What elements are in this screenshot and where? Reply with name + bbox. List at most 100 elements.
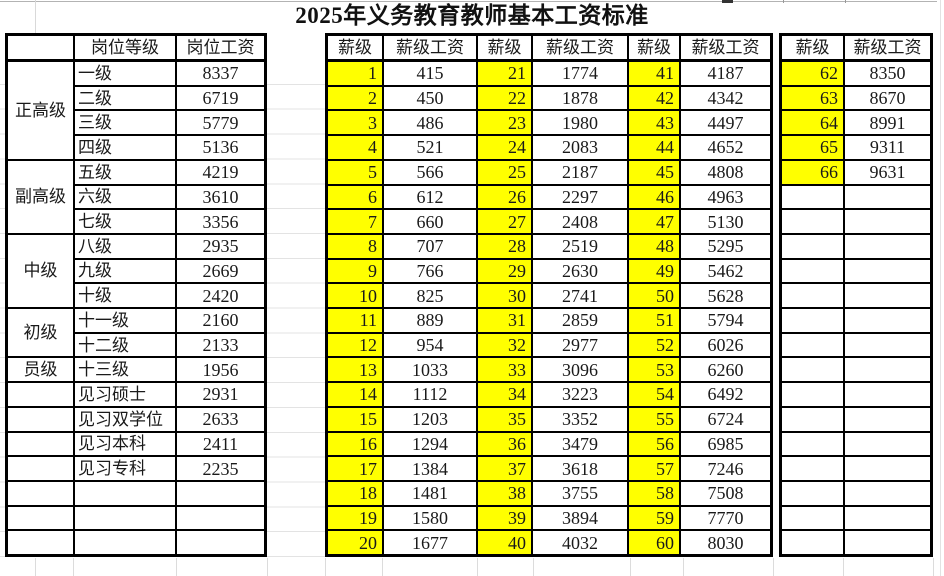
empty-cell[interactable]	[844, 505, 931, 531]
grade-cell[interactable]: 26	[477, 184, 532, 210]
grade-salary-cell[interactable]: 4652	[680, 135, 771, 160]
empty-cell[interactable]	[176, 530, 265, 555]
grade-salary-cell[interactable]: 4808	[680, 159, 771, 185]
grade-salary-cell[interactable]: 2630	[532, 258, 628, 284]
grade-cell[interactable]: 49	[628, 258, 680, 284]
empty-cell[interactable]	[781, 382, 844, 407]
grade-cell[interactable]: 31	[477, 308, 532, 333]
position-level-cell[interactable]: 九级	[74, 258, 176, 284]
grade-salary-cell[interactable]: 660	[383, 209, 477, 234]
position-salary-cell[interactable]: 1956	[176, 357, 265, 383]
grade-cell[interactable]: 35	[477, 406, 532, 432]
empty-cell[interactable]	[844, 431, 931, 457]
grade-cell[interactable]: 23	[477, 110, 532, 136]
grade-salary-cell[interactable]: 5295	[680, 233, 771, 259]
position-salary-cell[interactable]: 2633	[176, 406, 265, 432]
empty-cell[interactable]	[844, 332, 931, 358]
empty-cell[interactable]	[781, 308, 844, 333]
position-salary-cell[interactable]: 2235	[176, 456, 265, 481]
grade-cell[interactable]: 38	[477, 480, 532, 506]
position-level-cell[interactable]: 一级	[74, 61, 176, 86]
grade-cell[interactable]: 3	[327, 110, 383, 136]
grade-cell[interactable]: 22	[477, 85, 532, 111]
grade-cell[interactable]: 43	[628, 110, 680, 136]
header-position-level[interactable]: 岗位等级	[74, 35, 176, 61]
grade-salary-cell[interactable]: 3352	[532, 406, 628, 432]
grade-cell[interactable]: 52	[628, 332, 680, 358]
grade-cell[interactable]: 6	[327, 184, 383, 210]
grade-cell[interactable]: 20	[327, 530, 383, 555]
grade-cell[interactable]: 4	[327, 135, 383, 160]
header-grade[interactable]: 薪级	[781, 35, 844, 61]
empty-cell[interactable]	[7, 530, 74, 555]
empty-cell[interactable]	[844, 382, 931, 407]
grade-salary-cell[interactable]: 766	[383, 258, 477, 284]
grade-salary-cell[interactable]: 2187	[532, 159, 628, 185]
position-level-cell[interactable]: 见习硕士	[74, 382, 176, 407]
position-level-cell[interactable]: 三级	[74, 110, 176, 136]
grade-salary-cell[interactable]: 8670	[844, 85, 931, 111]
header-grade[interactable]: 薪级	[477, 35, 532, 61]
grade-salary-cell[interactable]: 7508	[680, 480, 771, 506]
grade-cell[interactable]: 44	[628, 135, 680, 160]
empty-cell[interactable]	[781, 332, 844, 358]
grade-salary-cell[interactable]: 415	[383, 61, 477, 86]
grade-cell[interactable]: 17	[327, 456, 383, 481]
grade-cell[interactable]: 16	[327, 431, 383, 457]
grade-salary-cell[interactable]: 9311	[844, 135, 931, 160]
grade-cell[interactable]: 25	[477, 159, 532, 185]
position-level-cell[interactable]: 五级	[74, 159, 176, 185]
empty-cell[interactable]	[74, 505, 176, 531]
position-salary-cell[interactable]: 2935	[176, 233, 265, 259]
group-label-cell[interactable]: 员级	[7, 357, 74, 383]
grade-cell[interactable]: 60	[628, 530, 680, 555]
grade-salary-cell[interactable]: 1112	[383, 382, 477, 407]
grade-salary-cell[interactable]: 1677	[383, 530, 477, 555]
grade-cell[interactable]: 8	[327, 233, 383, 259]
empty-cell[interactable]	[844, 209, 931, 234]
empty-cell[interactable]	[844, 283, 931, 308]
empty-cell[interactable]	[7, 431, 74, 457]
grade-cell[interactable]: 51	[628, 308, 680, 333]
grade-cell[interactable]: 59	[628, 505, 680, 531]
position-level-cell[interactable]: 见习本科	[74, 431, 176, 457]
empty-cell[interactable]	[844, 258, 931, 284]
grade-salary-cell[interactable]: 4032	[532, 530, 628, 555]
empty-cell[interactable]	[781, 431, 844, 457]
grade-salary-cell[interactable]: 3755	[532, 480, 628, 506]
grade-cell[interactable]: 34	[477, 382, 532, 407]
group-label-cell[interactable]: 初级	[7, 308, 74, 358]
empty-cell[interactable]	[781, 258, 844, 284]
grade-cell[interactable]: 13	[327, 357, 383, 383]
grade-salary-cell[interactable]: 6260	[680, 357, 771, 383]
header-grade[interactable]: 薪级	[628, 35, 680, 61]
grade-cell[interactable]: 46	[628, 184, 680, 210]
position-level-cell[interactable]: 十一级	[74, 308, 176, 333]
grade-cell[interactable]: 18	[327, 480, 383, 506]
grade-salary-cell[interactable]: 4342	[680, 85, 771, 111]
grade-cell[interactable]: 40	[477, 530, 532, 555]
grade-salary-cell[interactable]: 8350	[844, 61, 931, 86]
grade-salary-cell[interactable]: 4963	[680, 184, 771, 210]
grade-cell[interactable]: 10	[327, 283, 383, 308]
grade-cell[interactable]: 11	[327, 308, 383, 333]
grade-cell[interactable]: 7	[327, 209, 383, 234]
empty-cell[interactable]	[176, 505, 265, 531]
grade-cell[interactable]: 55	[628, 406, 680, 432]
grade-salary-cell[interactable]: 825	[383, 283, 477, 308]
position-salary-cell[interactable]: 5136	[176, 135, 265, 160]
grade-salary-cell[interactable]: 1980	[532, 110, 628, 136]
grade-salary-cell[interactable]: 2977	[532, 332, 628, 358]
grade-salary-cell[interactable]: 3096	[532, 357, 628, 383]
header-grade-salary[interactable]: 薪级工资	[532, 35, 628, 61]
position-level-cell[interactable]: 十级	[74, 283, 176, 308]
grade-cell[interactable]: 48	[628, 233, 680, 259]
grade-cell[interactable]: 28	[477, 233, 532, 259]
grade-cell[interactable]: 27	[477, 209, 532, 234]
empty-cell[interactable]	[844, 184, 931, 210]
position-salary-cell[interactable]: 6719	[176, 85, 265, 111]
grade-salary-cell[interactable]: 5628	[680, 283, 771, 308]
grade-salary-cell[interactable]: 1203	[383, 406, 477, 432]
empty-cell[interactable]	[781, 406, 844, 432]
group-label-cell[interactable]: 副高级	[7, 159, 74, 234]
